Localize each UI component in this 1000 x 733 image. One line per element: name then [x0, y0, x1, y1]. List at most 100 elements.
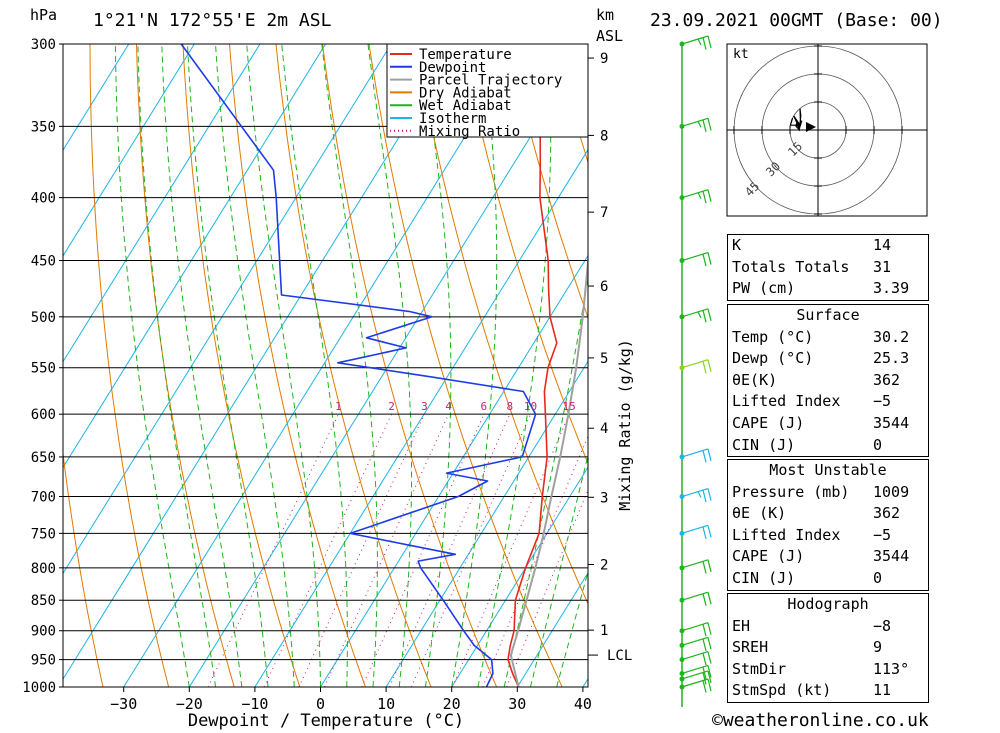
wind-barb-shaft — [681, 591, 709, 601]
datetime-title: 23.09.2021 00GMT (Base: 00) — [650, 10, 943, 31]
chart-frame — [62, 43, 589, 688]
wind-barb-flag — [707, 678, 712, 692]
mixing-ratio-line — [263, 413, 392, 687]
wind-barb-flag — [702, 119, 707, 132]
temp-tick-label: 0 — [316, 695, 325, 713]
stmspd-value: 11 — [873, 681, 892, 700]
legend-entry: Mixing Ratio — [419, 124, 520, 140]
wind-barb-flag — [702, 624, 707, 637]
surface-dewp-label: Dewp (°C) — [732, 349, 814, 368]
k-value: 14 — [873, 236, 892, 254]
wind-barb-flag — [707, 189, 712, 202]
wind-barb-shaft — [681, 664, 709, 675]
wind-barb-flag — [702, 638, 707, 652]
wind-barb-flag — [697, 121, 702, 128]
wind-barb-flag — [702, 489, 707, 503]
mixing-ratio-label: 2 — [388, 400, 395, 413]
wind-barb-flag — [702, 190, 707, 204]
isotherm-line — [63, 44, 261, 363]
dewpoint-line — [180, 44, 537, 687]
legend-entry: Wet Adiabat — [419, 98, 512, 114]
isotherm-line — [63, 44, 130, 152]
dry-adiabat-line — [927, 44, 1000, 687]
temp-tick-label: 10 — [377, 695, 395, 713]
legend-entry: Temperature — [419, 47, 512, 63]
surface-temp-value: 30.2 — [873, 327, 910, 346]
wind-barb-shaft — [681, 251, 709, 262]
mixing-ratio-label: 15 — [563, 400, 576, 413]
wind-barb-flag — [702, 253, 707, 267]
wind-barb-shaft — [681, 622, 709, 632]
surface-temp-label: Temp (°C) — [732, 327, 814, 346]
mixing-ratio-line — [298, 413, 425, 687]
pressure-tick-label: 300 — [31, 37, 56, 53]
storm-motion-marker — [806, 122, 816, 132]
totals-value: 31 — [873, 257, 892, 276]
plot-frame — [62, 43, 589, 688]
pressure-tick-label: 750 — [31, 526, 56, 542]
legend-entry: Dry Adiabat — [419, 85, 512, 101]
pressure-tick-label: 950 — [31, 653, 56, 669]
dry-adiabat-line — [974, 44, 1000, 687]
sreh-label: SREH — [732, 638, 769, 657]
wet-adiabat-line — [503, 274, 588, 687]
pressure-tick-label: 550 — [31, 361, 56, 377]
km-tick-label: 4 — [600, 421, 608, 437]
dry-adiabat-line — [415, 44, 588, 606]
pressure-tick-label: 850 — [31, 593, 56, 609]
chart-axes: hPa kmASL30035040045050055060065070075080… — [22, 6, 634, 731]
mixing-ratio-line — [389, 413, 511, 687]
surface-cape-label: CAPE (J) — [732, 413, 805, 432]
wind-barb-flag — [707, 488, 712, 501]
chart-grid — [63, 44, 1000, 687]
wet-adiabat-line — [451, 44, 498, 687]
wind-barb-flag — [707, 252, 712, 265]
wind-barb-shaft — [681, 35, 709, 45]
mixing-ratio-axis-title: Mixing Ratio (g/kg) — [616, 339, 634, 511]
pressure-tick-label: 1000 — [22, 680, 56, 696]
lcl-label: LCL — [607, 648, 632, 664]
wind-barb-shaft — [681, 308, 709, 318]
wind-barb-flag — [697, 491, 702, 498]
mixing-ratio-label: 20 — [591, 400, 604, 413]
km-tick-label: 6 — [600, 279, 608, 295]
surface-cin-value: 0 — [873, 435, 883, 454]
dry-adiabat-line — [368, 44, 563, 687]
mu-cape-label: CAPE (J) — [732, 547, 805, 566]
wind-barb-flag — [707, 308, 712, 321]
wind-barbs — [679, 35, 712, 707]
location-title: 1°21'N 172°55'E 2m ASL — [93, 10, 332, 31]
isotherm-line — [63, 44, 195, 257]
credit-link[interactable]: ©weatheronline.co.uk — [712, 710, 929, 731]
pressure-tick-label: 650 — [31, 450, 56, 466]
hodograph-unit-label: kt — [733, 47, 749, 62]
mu-cin-value: 0 — [873, 568, 883, 587]
isotherm-line — [123, 44, 523, 687]
wind-barb-flag — [702, 361, 707, 374]
dry-adiabat-line — [461, 44, 588, 465]
mixing-ratio-label: 6 — [481, 400, 488, 413]
km-unit-label: km — [596, 6, 614, 24]
hodograph-table: Hodograph EH −8 SREH 9 StmDir 113° StmSpd (… — [727, 593, 929, 703]
dry-adiabat-line — [89, 44, 170, 687]
dry-adiabat-line — [229, 44, 366, 687]
mixing-ratio-line — [207, 413, 339, 687]
wind-barb-flag — [707, 118, 712, 131]
isotherm-line — [451, 466, 588, 687]
legend-box — [386, 43, 589, 138]
stmdir-label: StmDir — [732, 659, 787, 678]
k-label: K — [732, 236, 742, 254]
mu-theta-label: θE (K) — [732, 504, 787, 523]
pressure-tick-label: 800 — [31, 561, 56, 577]
temp-tick-label: −30 — [110, 695, 137, 713]
mixing-ratio-line — [361, 413, 485, 687]
temp-tick-label: −10 — [241, 695, 268, 713]
mixing-ratio-label: 8 — [507, 400, 514, 413]
wind-barb-flag — [702, 672, 707, 685]
mu-title: Most Unstable — [769, 461, 887, 479]
surface-cape-value: 3544 — [873, 413, 910, 432]
wind-barb-shaft — [681, 487, 709, 498]
wind-barb-flag — [707, 665, 712, 678]
